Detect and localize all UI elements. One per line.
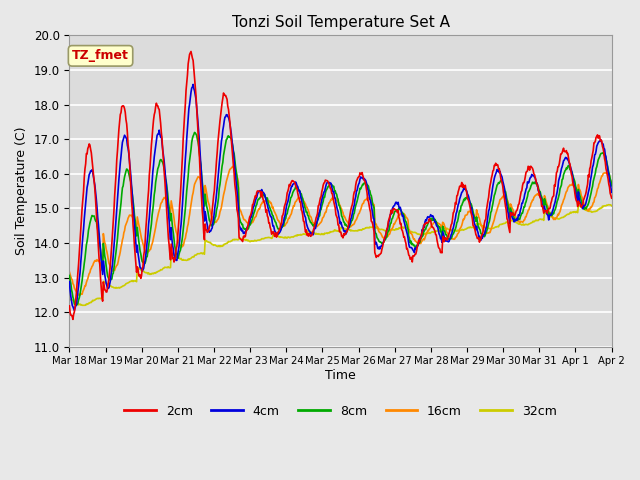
Y-axis label: Soil Temperature (C): Soil Temperature (C) bbox=[15, 127, 28, 255]
Text: TZ_fmet: TZ_fmet bbox=[72, 49, 129, 62]
Legend: 2cm, 4cm, 8cm, 16cm, 32cm: 2cm, 4cm, 8cm, 16cm, 32cm bbox=[120, 400, 561, 423]
X-axis label: Time: Time bbox=[325, 369, 356, 382]
Title: Tonzi Soil Temperature Set A: Tonzi Soil Temperature Set A bbox=[232, 15, 449, 30]
